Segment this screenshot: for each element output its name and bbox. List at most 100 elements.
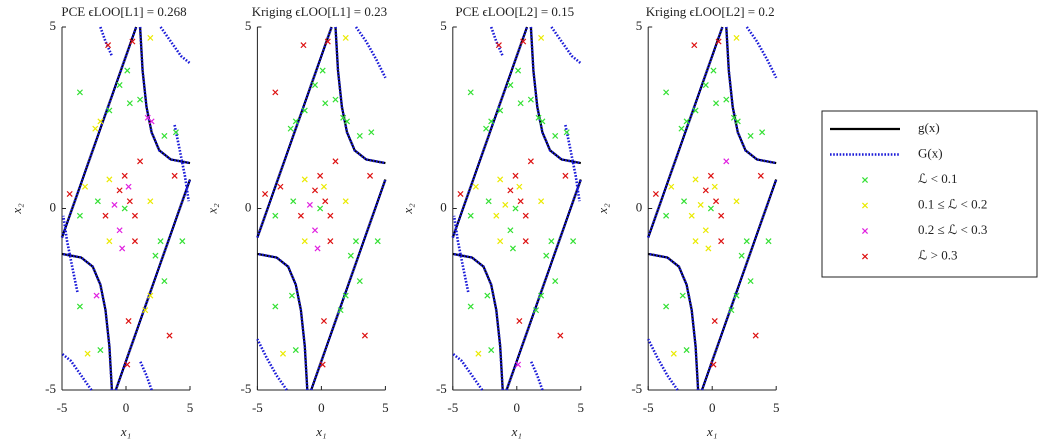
fitted-curve	[60, 26, 192, 391]
point	[119, 245, 126, 252]
point	[126, 198, 133, 205]
point	[82, 183, 89, 190]
point	[485, 198, 492, 205]
y-axis-label: x₂	[9, 203, 24, 215]
point	[552, 278, 559, 285]
point	[121, 205, 128, 212]
point	[131, 212, 138, 219]
point	[475, 350, 482, 357]
point	[515, 67, 522, 74]
point	[356, 278, 363, 285]
point	[710, 361, 717, 368]
x-tick-label: -5	[57, 400, 68, 415]
subplot: PCE ϵLOO[L1] = 0.268 -5 0 5 -5 0 5 x₁ x₂	[9, 4, 193, 439]
y-tick-label: 0	[440, 199, 447, 214]
point	[718, 212, 725, 219]
point	[92, 125, 99, 132]
point-group	[93, 114, 155, 299]
point	[497, 176, 504, 183]
point-group	[457, 38, 569, 339]
point	[697, 201, 704, 208]
point	[342, 292, 349, 299]
point	[125, 183, 132, 190]
point	[515, 361, 522, 368]
point	[105, 42, 112, 49]
point	[66, 190, 73, 198]
y-axis-label: x₂	[400, 203, 415, 215]
legend-label: 0.1 ≤ ℒ < 0.2	[918, 196, 987, 211]
point-group	[652, 38, 764, 368]
x-tick-label: 0	[123, 400, 130, 415]
point-group	[467, 67, 577, 354]
point	[688, 212, 695, 219]
limit-state-curve	[647, 26, 778, 391]
point	[713, 198, 720, 205]
point	[488, 118, 495, 125]
point	[679, 292, 686, 299]
y-tick-label: 0	[50, 199, 57, 214]
point	[301, 176, 308, 183]
point-group	[663, 67, 772, 354]
point	[520, 38, 527, 45]
point	[532, 307, 540, 314]
point	[311, 187, 319, 194]
point	[733, 292, 740, 299]
point	[692, 107, 699, 114]
point	[317, 205, 324, 212]
y-tick-label: -5	[45, 381, 56, 396]
point	[457, 190, 464, 198]
legend-label: ℒ < 0.1	[918, 171, 957, 186]
point	[262, 190, 269, 198]
point	[147, 292, 154, 299]
point	[166, 332, 173, 339]
point	[538, 292, 545, 299]
point	[702, 187, 709, 194]
point	[507, 227, 514, 234]
limit-state-curve	[60, 26, 192, 391]
point	[94, 198, 101, 205]
point	[765, 238, 772, 245]
point-group	[82, 34, 154, 357]
point	[147, 34, 154, 41]
point	[147, 198, 154, 205]
point	[352, 238, 359, 245]
point	[707, 172, 714, 179]
point-group	[66, 38, 178, 368]
point	[172, 129, 179, 136]
point	[488, 347, 495, 354]
point	[179, 238, 186, 245]
point	[757, 172, 764, 179]
point-group	[262, 38, 374, 368]
point	[319, 67, 326, 74]
point	[111, 201, 118, 208]
point	[516, 318, 523, 325]
point	[467, 212, 474, 219]
point	[493, 212, 500, 219]
point	[84, 350, 91, 357]
point	[76, 89, 83, 96]
y-tick-label: -5	[241, 381, 252, 396]
subplot: Kriging ϵLOO[L2] = 0.2 -5 0 5 -5 0 5 x₁ x₂	[595, 4, 779, 439]
x-tick-label: 5	[187, 400, 194, 415]
point	[509, 245, 516, 252]
x-tick-label: 0	[514, 400, 521, 415]
x-axis-label: x₁	[315, 424, 326, 439]
point	[320, 318, 327, 325]
y-tick-label: 5	[50, 18, 57, 33]
subplot: Kriging ϵLOO[L1] = 0.23 -5 0 5 -5 0 5 x₁ x₂	[204, 4, 388, 439]
point	[367, 172, 374, 179]
point	[277, 183, 284, 190]
point	[287, 125, 294, 132]
point	[512, 205, 519, 212]
point	[484, 292, 491, 299]
point	[707, 205, 714, 212]
point	[301, 107, 308, 114]
point	[467, 303, 474, 310]
point	[297, 212, 304, 219]
point	[317, 172, 324, 179]
point	[129, 38, 136, 45]
limit-state-curve	[256, 26, 387, 391]
point	[322, 100, 329, 107]
point	[562, 172, 569, 179]
